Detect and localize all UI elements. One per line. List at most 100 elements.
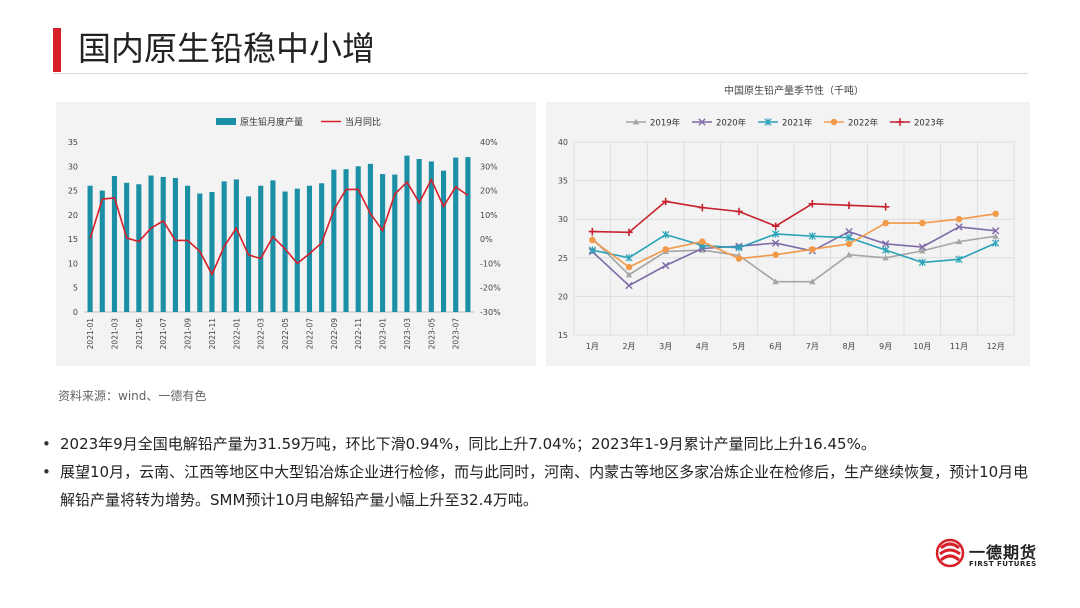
data-point bbox=[882, 219, 889, 227]
x-tick-label: 11月 bbox=[950, 342, 968, 351]
chart-title: 中国原生铅产量季节性（千吨） bbox=[724, 84, 864, 97]
production-bar bbox=[160, 176, 166, 312]
production-bar bbox=[355, 166, 361, 312]
data-point bbox=[845, 201, 853, 210]
y-tick-label: 25 bbox=[558, 254, 568, 263]
data-point bbox=[991, 227, 1000, 235]
data-point bbox=[992, 232, 999, 239]
data-point bbox=[588, 227, 597, 236]
data-point bbox=[896, 118, 904, 126]
production-bar bbox=[172, 177, 178, 312]
x-tick-label: 2022-11 bbox=[354, 318, 363, 350]
bullet-item: 展望10月，云南、江西等地区中大型铅冶炼企业进行检修，而与此同时，河南、内蒙古等… bbox=[40, 458, 1040, 514]
data-point bbox=[698, 118, 706, 126]
legend-label: 2022年 bbox=[848, 118, 879, 129]
right-y-tick-label: -20% bbox=[480, 284, 501, 293]
data-point bbox=[661, 197, 670, 206]
left-y-tick-label: 30 bbox=[68, 162, 78, 171]
series-line bbox=[592, 200, 886, 234]
title-divider bbox=[53, 73, 1028, 74]
data-point bbox=[589, 236, 596, 244]
production-bar bbox=[99, 190, 105, 312]
production-bar bbox=[416, 159, 422, 312]
data-point bbox=[992, 210, 999, 217]
data-point bbox=[955, 216, 963, 223]
data-point bbox=[772, 251, 779, 258]
production-bar bbox=[111, 176, 118, 312]
legend-swatch-production bbox=[216, 118, 236, 125]
production-bar bbox=[294, 188, 300, 312]
data-point bbox=[625, 281, 633, 290]
data-source-note: 资料来源：wind、一德有色 bbox=[58, 389, 207, 403]
y-tick-label: 15 bbox=[558, 331, 568, 340]
legend-label: 2019年 bbox=[650, 118, 681, 129]
legend-label: 2023年 bbox=[914, 118, 945, 129]
data-point bbox=[918, 258, 926, 267]
left-y-tick-label: 25 bbox=[68, 187, 78, 196]
production-bar bbox=[453, 157, 459, 312]
x-tick-label: 7月 bbox=[806, 342, 819, 351]
data-point bbox=[919, 219, 926, 227]
production-bar bbox=[404, 155, 410, 312]
x-tick-label: 2022-09 bbox=[330, 318, 339, 350]
monthly-production-chart: 0 5 10 15 20 25 30 35 -30% -20% -10% 0% 10% 20% 30% 40%… bbox=[68, 116, 501, 350]
logo-emblem-icon bbox=[935, 538, 965, 568]
data-point bbox=[764, 118, 772, 126]
data-point bbox=[992, 239, 1000, 247]
right-y-tick-label: 0% bbox=[480, 235, 493, 244]
data-point bbox=[918, 243, 927, 251]
production-bar bbox=[367, 163, 373, 312]
data-point bbox=[955, 255, 963, 264]
bullet-item: 2023年9月全国电解铅产量为31.59万吨，环比下滑0.94%，同比上升7.0… bbox=[40, 430, 1040, 458]
left-y-tick-label: 10 bbox=[68, 259, 78, 268]
production-bar bbox=[331, 169, 337, 312]
yoy-line bbox=[89, 177, 469, 277]
production-bar bbox=[209, 192, 215, 312]
data-point bbox=[955, 238, 963, 245]
x-tick-label: 10月 bbox=[913, 342, 931, 351]
data-point bbox=[735, 207, 743, 216]
page-title: 国内原生铅稳中小增 bbox=[78, 29, 375, 68]
y-tick-label: 40 bbox=[558, 138, 568, 147]
data-point bbox=[772, 230, 780, 238]
production-bar bbox=[428, 161, 434, 312]
data-point bbox=[955, 223, 963, 231]
data-point bbox=[881, 203, 890, 211]
y-tick-label: 30 bbox=[558, 215, 568, 224]
x-tick-label: 2023-07 bbox=[452, 318, 461, 350]
left-y-tick-label: 20 bbox=[68, 211, 78, 220]
production-chart-panel: 0 5 10 15 20 25 30 35 -30% -20% -10% 0% 10% 20% 30% 40%… bbox=[56, 102, 536, 366]
legend-label: 2020年 bbox=[716, 118, 747, 129]
data-point bbox=[809, 278, 816, 285]
data-point bbox=[625, 271, 633, 278]
left-y-tick-label: 0 bbox=[73, 308, 78, 317]
x-tick-label: 2023-03 bbox=[403, 318, 412, 350]
series-2023年 bbox=[588, 197, 890, 237]
data-point bbox=[882, 254, 889, 261]
x-tick-label: 2022-01 bbox=[232, 318, 241, 350]
x-tick-label: 2021-03 bbox=[110, 318, 119, 350]
production-bar bbox=[124, 182, 130, 312]
x-tick-label: 2023-05 bbox=[427, 318, 436, 350]
production-bar bbox=[343, 169, 349, 312]
data-point bbox=[771, 222, 780, 230]
production-bar bbox=[282, 191, 288, 312]
production-bar bbox=[270, 180, 276, 312]
data-point bbox=[845, 251, 853, 258]
production-bar bbox=[148, 175, 154, 312]
right-y-tick-label: 20% bbox=[480, 187, 498, 196]
right-y-tick-label: 40% bbox=[480, 138, 498, 147]
data-point bbox=[662, 246, 669, 253]
series-2021年 bbox=[588, 230, 1000, 267]
x-tick-label: 4月 bbox=[696, 342, 709, 351]
data-point bbox=[632, 118, 640, 125]
x-tick-label: 2021-11 bbox=[208, 318, 217, 350]
production-bar bbox=[440, 170, 447, 312]
data-point bbox=[662, 230, 670, 239]
data-point bbox=[699, 246, 706, 253]
data-point bbox=[809, 246, 816, 253]
production-bar bbox=[392, 174, 398, 312]
title-accent-bar bbox=[53, 28, 61, 72]
x-tick-label: 2月 bbox=[622, 342, 635, 351]
right-y-tick-label: -30% bbox=[480, 308, 501, 317]
